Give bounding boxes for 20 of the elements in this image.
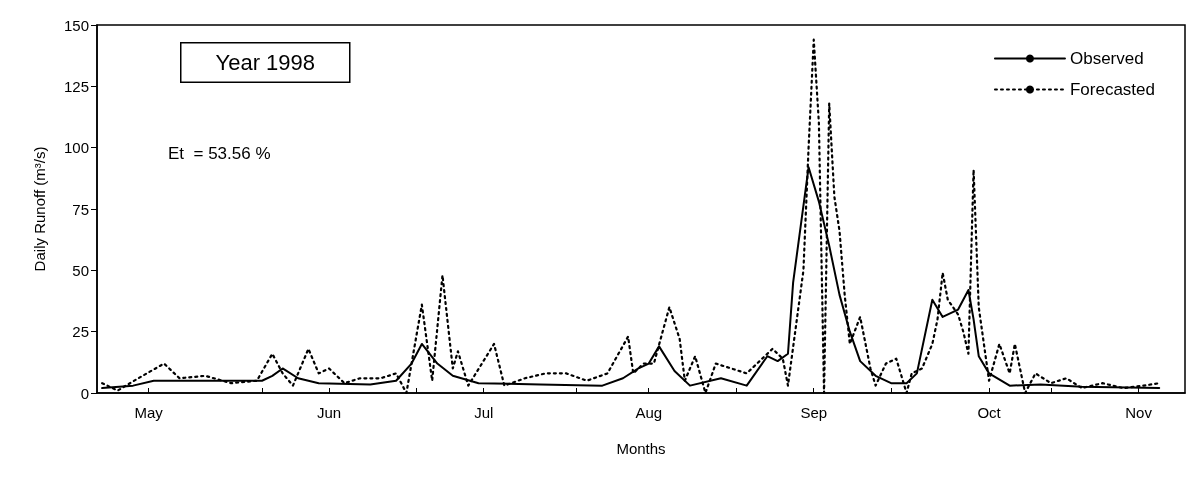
legend-label: Observed xyxy=(1069,49,1144,68)
x-tick-label: Oct xyxy=(977,404,1002,421)
y-axis-title: Daily Runoff (m³/s) xyxy=(31,146,48,272)
x-tick-label: Aug xyxy=(635,404,663,421)
x-axis-title: Months xyxy=(616,440,666,457)
y-tick-label: 25 xyxy=(72,323,89,341)
x-tick-label: May xyxy=(134,404,164,421)
x-tick-label: Sep xyxy=(800,404,828,421)
y-tick-label: 50 xyxy=(72,261,89,279)
y-tick-label: 100 xyxy=(63,139,89,157)
y-tick-label: 150 xyxy=(63,16,89,34)
legend-label: Forecasted xyxy=(1069,80,1156,99)
y-tick-label: 125 xyxy=(63,77,89,95)
x-tick-label: Jul xyxy=(474,404,494,421)
y-tick-label: 0 xyxy=(80,384,89,402)
x-tick-label: Nov xyxy=(1125,404,1153,421)
annotation: Year 1998 xyxy=(215,50,316,75)
x-tick-label: Jun xyxy=(316,404,342,421)
y-tick-label: 75 xyxy=(72,200,89,218)
annotation: Et = 53.56 % xyxy=(168,144,271,163)
